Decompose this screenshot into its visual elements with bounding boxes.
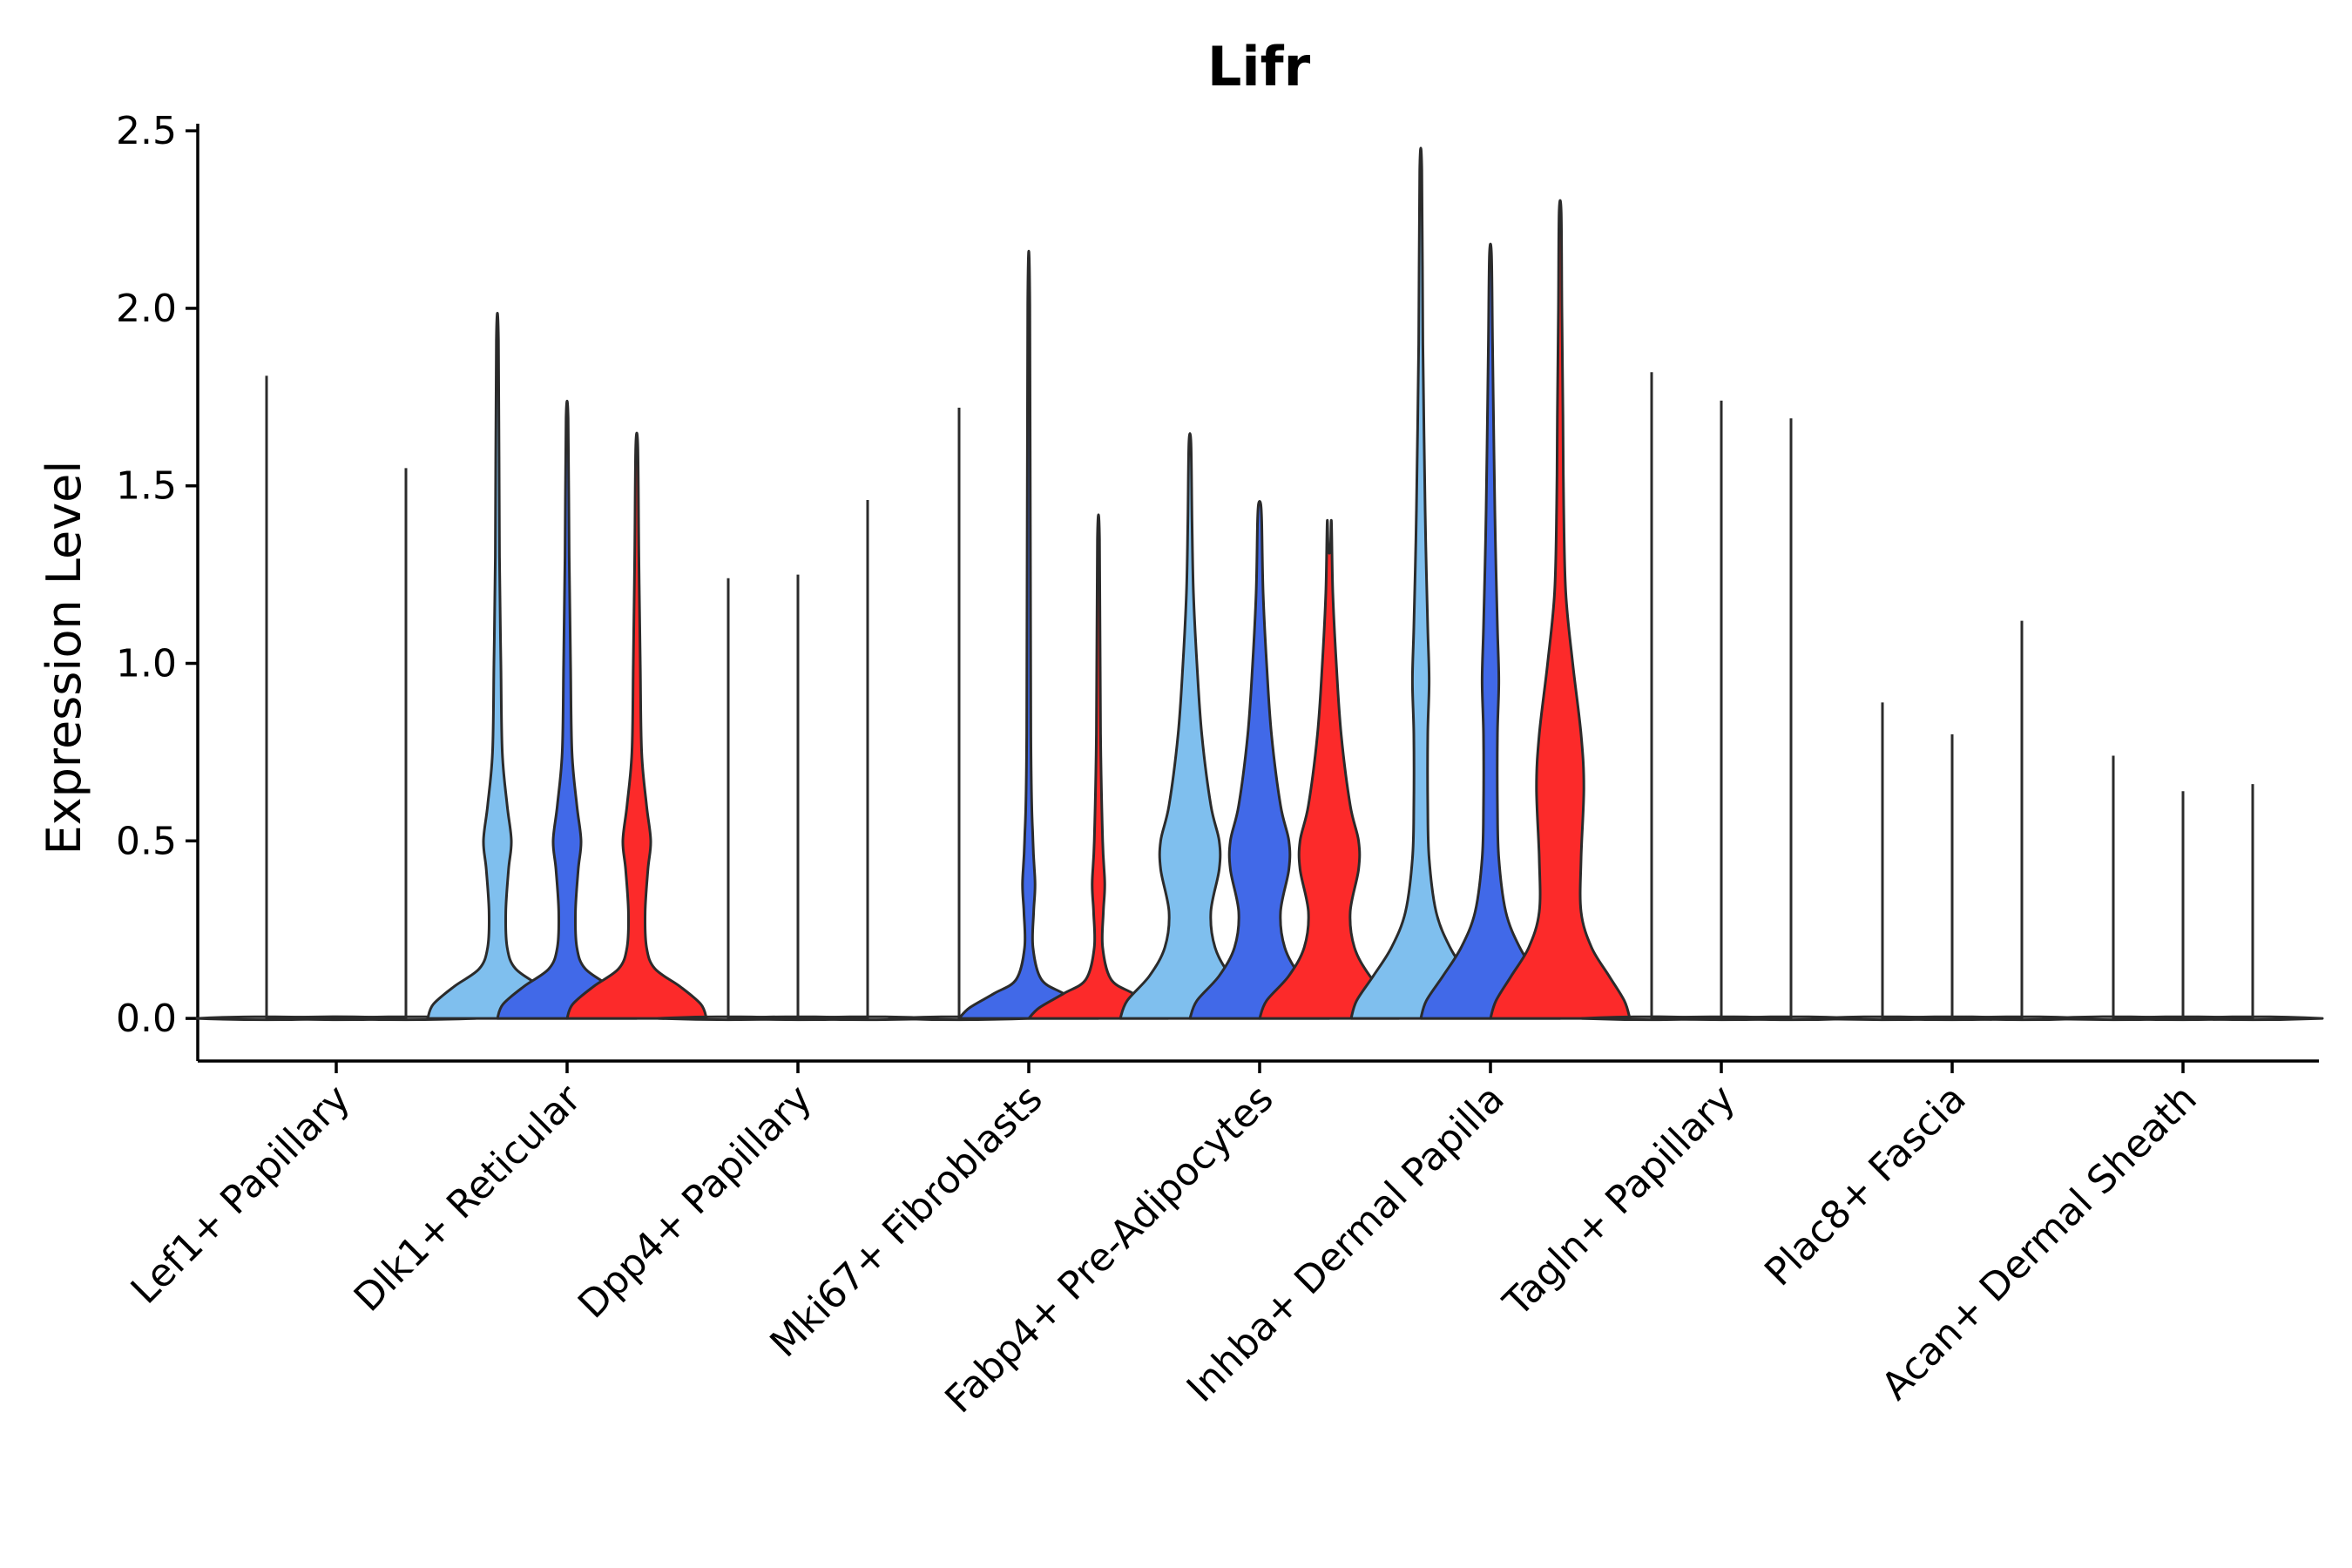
violin-spike: [2042, 755, 2185, 1022]
violin-body: [957, 250, 1100, 1020]
violin-spike: [2112, 791, 2254, 1022]
violin-spike: [1950, 620, 2093, 1022]
y-tick-label: 0.5: [116, 819, 177, 863]
violin-spike: [1580, 372, 1723, 1022]
violin-body: [496, 399, 639, 1020]
violin-body: [1419, 242, 1562, 1020]
violin-spike: [1720, 418, 1862, 1022]
x-tick-label: Tagln+ Papillary: [1495, 1077, 1744, 1326]
violin-spike: [657, 578, 800, 1022]
violin-spike: [195, 375, 338, 1022]
violin-spike: [2181, 784, 2324, 1022]
violin-spike: [727, 574, 869, 1022]
y-ticks: 0.0 0.5 1.0 1.5 2.0 2.5: [116, 109, 198, 1041]
chart-title: Lifr: [1207, 35, 1311, 98]
x-tick-label: Dlk1+ Reticular: [346, 1076, 591, 1321]
violin-body: [565, 431, 708, 1020]
x-tick-label: Plac8+ Fascia: [1756, 1077, 1975, 1295]
violin-spike: [335, 468, 477, 1022]
y-tick-label: 0.0: [116, 997, 177, 1041]
y-tick-label: 2.0: [116, 287, 177, 331]
violin-spike: [888, 408, 1031, 1022]
violin-spike: [796, 500, 939, 1022]
violin-spike: [1811, 702, 1954, 1022]
violin-body: [1027, 513, 1170, 1020]
y-tick-label: 2.5: [116, 109, 177, 153]
violins: [195, 146, 2324, 1022]
x-tick-label: Dpp4+ Papillary: [570, 1077, 821, 1328]
violin-body: [426, 312, 569, 1020]
violin-body: [1349, 146, 1492, 1020]
violin-body: [1258, 518, 1401, 1020]
violin-spike: [1881, 734, 2024, 1022]
violin-body: [1188, 500, 1331, 1020]
y-tick-label: 1.0: [116, 642, 177, 686]
violin-body: [1119, 432, 1261, 1020]
y-tick-label: 1.5: [116, 464, 177, 509]
violin-body: [1489, 199, 1632, 1020]
x-tick-label: Lef1+ Papillary: [123, 1077, 359, 1313]
y-axis-label: Expression Level: [37, 461, 91, 855]
violin-spike: [1650, 400, 1793, 1022]
